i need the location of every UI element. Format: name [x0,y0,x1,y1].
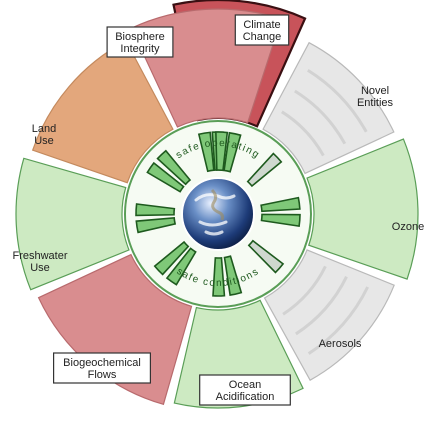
inner-bar-freshwater-0 [135,216,177,234]
inner-bar-ozone-0 [260,196,301,213]
label-text-aerosols: Aerosols [319,338,362,350]
label-text-land: Land Use [32,123,56,147]
label-ozone: Ozone [392,221,424,233]
inner-bar-novel-0 [246,152,283,188]
wedge-freshwater [15,157,130,291]
label-line-climate-1: Change [243,31,282,43]
label-line-novel-1: Entities [357,97,394,109]
label-novel: Novel Entities [357,85,394,109]
inner-bar-climate-1 [223,131,242,173]
label-line-ocean-1: Acidification [216,391,275,403]
label-text-ocean: Ocean Acidification [216,379,275,403]
inner-bar-ocean-1 [212,257,226,297]
label-climate: Climate Change [234,14,290,46]
label-box-climate [234,14,290,46]
earth-clouds [194,193,236,236]
label-box-biogeo [52,352,152,384]
inner-bars [135,131,301,297]
label-text-biogeo: Biogeochemical Flows [63,357,141,381]
earth-globe-icon [181,177,255,251]
label-line-freshwater-0: Freshwater [12,250,67,262]
inner-bar-biosphere-1 [215,131,229,172]
wedge-aerosols [263,249,395,381]
label-line-biogeo-0: Biogeochemical [63,357,141,369]
inner-bar-ocean-0 [223,255,243,297]
label-text-ozone: Ozone [392,221,424,233]
inner-bar-freshwater-1 [135,203,176,217]
label-line-novel-0: Novel [361,85,389,97]
inner-bar-land-0 [146,161,185,193]
label-line-biosphere-1: Integrity [120,43,160,55]
wedge-aerosols-band [295,276,348,336]
label-line-biosphere-0: Biosphere [115,31,165,43]
label-text-climate: Climate Change [243,19,282,43]
inner-bar-biogeo-0 [165,247,197,286]
label-box-ocean [199,374,291,406]
label-line-climate-0: Climate [243,19,280,31]
label-text-freshwater: Freshwater Use [12,250,67,274]
label-line-aerosols-0: Aerosols [319,338,362,350]
label-line-ozone-0: Ozone [392,221,424,233]
label-text-biosphere: Biosphere Integrity [115,31,165,55]
wedge-novel [262,41,395,175]
label-line-freshwater-1: Use [30,262,50,274]
wedge-ozone [306,138,419,280]
label-box-biosphere [106,26,174,58]
label-ocean: Ocean Acidification [199,374,291,406]
label-text-novel: Novel Entities [357,85,394,109]
label-line-land-1: Use [34,135,54,147]
inner-bar-biosphere-0 [197,131,215,173]
label-aerosols: Aerosols [319,338,362,350]
label-line-ocean-0: Ocean [229,379,261,391]
wedge-novel-band [307,68,368,133]
label-land: Land Use [32,123,56,147]
wedge-biogeo [37,253,193,406]
inner-bar-aerosols-0 [247,239,285,274]
label-biosphere: Biosphere Integrity [106,26,174,58]
earth-land [210,188,224,221]
wedge-aerosols-band [282,265,327,316]
label-line-land-0: Land [32,123,56,135]
wedge-novel-band [281,110,325,157]
label-biogeo: Biogeochemical Flows [52,352,152,384]
inner-bar-land-1 [156,149,192,186]
boundary-labels: Climate Change Novel Entities Ozone Aerosols O… [12,14,424,406]
inner-bar-ozone-1 [260,213,301,228]
wedge-novel-band [294,89,347,145]
inner-bar-biogeo-1 [153,240,190,276]
label-line-biogeo-1: Flows [88,369,117,381]
wedge-aerosols-band [307,286,369,355]
label-freshwater: Freshwater Use [12,250,67,274]
